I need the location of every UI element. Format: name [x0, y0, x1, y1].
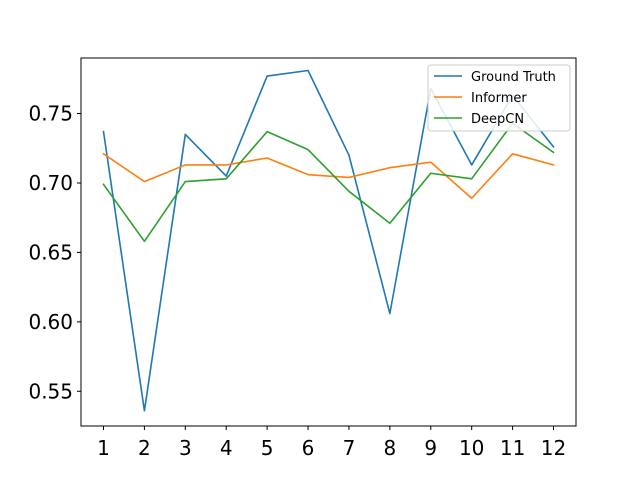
axes: 0.550.600.650.700.751 2 3 4 5 6 7 8 9 10 11 12	[28, 57, 577, 460]
x-tick-label: 11	[500, 436, 525, 460]
x-tick-label: 10	[459, 436, 484, 460]
x-tick-label: 12	[541, 436, 566, 460]
legend-box	[427, 64, 571, 132]
series-line-ground-truth	[102, 69, 555, 412]
x-tick-label: 3	[179, 436, 192, 460]
x-tick-label: 7	[343, 436, 356, 460]
y-tick-label: 0.60	[28, 310, 73, 334]
x-tick-label: 1	[97, 436, 110, 460]
legend-label: Informer	[471, 91, 527, 106]
legend-label: Ground Truth	[471, 70, 556, 85]
y-tick-label: 0.70	[28, 171, 73, 195]
series-line-deepcn	[102, 122, 555, 243]
legend-label: DeepCN	[471, 112, 524, 127]
x-tick-label: 8	[383, 436, 396, 460]
y-tick-label: 0.75	[28, 102, 73, 126]
y-tick-label: 0.65	[28, 240, 73, 264]
legend: Ground Truth Informer DeepCN	[427, 64, 571, 132]
x-tick-label: 2	[138, 436, 151, 460]
x-tick-label: 5	[261, 436, 274, 460]
y-tick-label: 0.55	[28, 379, 73, 403]
series-line-informer	[102, 152, 555, 200]
x-tick-label: 4	[220, 436, 233, 460]
axes-frame	[80, 57, 577, 427]
x-tick-label: 9	[424, 436, 437, 460]
x-tick-label: 6	[302, 436, 315, 460]
plot-area	[102, 69, 555, 412]
